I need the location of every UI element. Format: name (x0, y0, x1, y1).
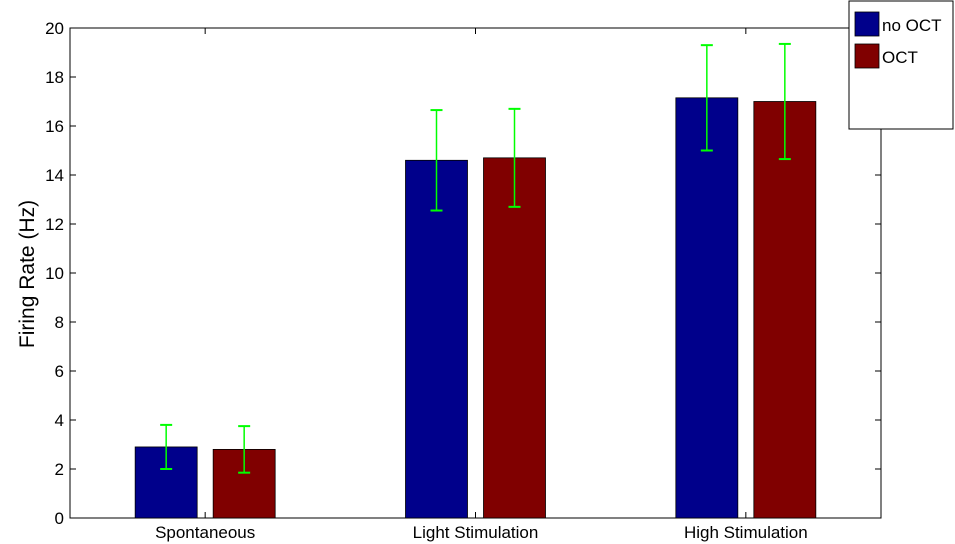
y-tick-label: 2 (55, 460, 64, 479)
legend-swatch-oct (854, 43, 880, 69)
x-tick-label: Light Stimulation (413, 523, 539, 542)
plot-frame (69, 27, 882, 519)
legend-label: no OCT (882, 16, 942, 35)
legend[interactable]: no OCT OCT (848, 0, 954, 130)
y-tick-label: 12 (45, 215, 64, 234)
y-tick-label: 16 (45, 117, 64, 136)
y-axis-ticks: 0 2 4 6 8 10 12 14 16 18 20 (45, 19, 881, 528)
bar-no-oct-high-stimulation (675, 97, 739, 519)
x-axis-ticks: Spontaneous Light Stimulation High Stimula… (155, 28, 808, 542)
y-tick-label: 10 (45, 264, 64, 283)
plot-area (69, 27, 882, 519)
y-tick-label: 20 (45, 19, 64, 38)
x-tick-label: High Stimulation (684, 523, 808, 542)
legend-label: OCT (882, 48, 918, 67)
y-tick-label: 6 (55, 362, 64, 381)
error-bars (160, 42, 791, 474)
y-tick-label: 14 (45, 166, 64, 185)
y-tick-label: 18 (45, 68, 64, 87)
bar-no-oct-light-stimulation (405, 159, 468, 519)
bar-oct-high-stimulation (753, 101, 817, 519)
y-axis-title: Firing Rate (Hz) (16, 200, 39, 348)
y-tick-label: 8 (55, 313, 64, 332)
bar-oct-light-stimulation (483, 157, 546, 519)
y-tick-label: 4 (55, 411, 64, 430)
x-tick-label: Spontaneous (155, 523, 255, 542)
legend-swatch-no-oct (854, 11, 880, 37)
y-tick-label: 0 (55, 509, 64, 528)
